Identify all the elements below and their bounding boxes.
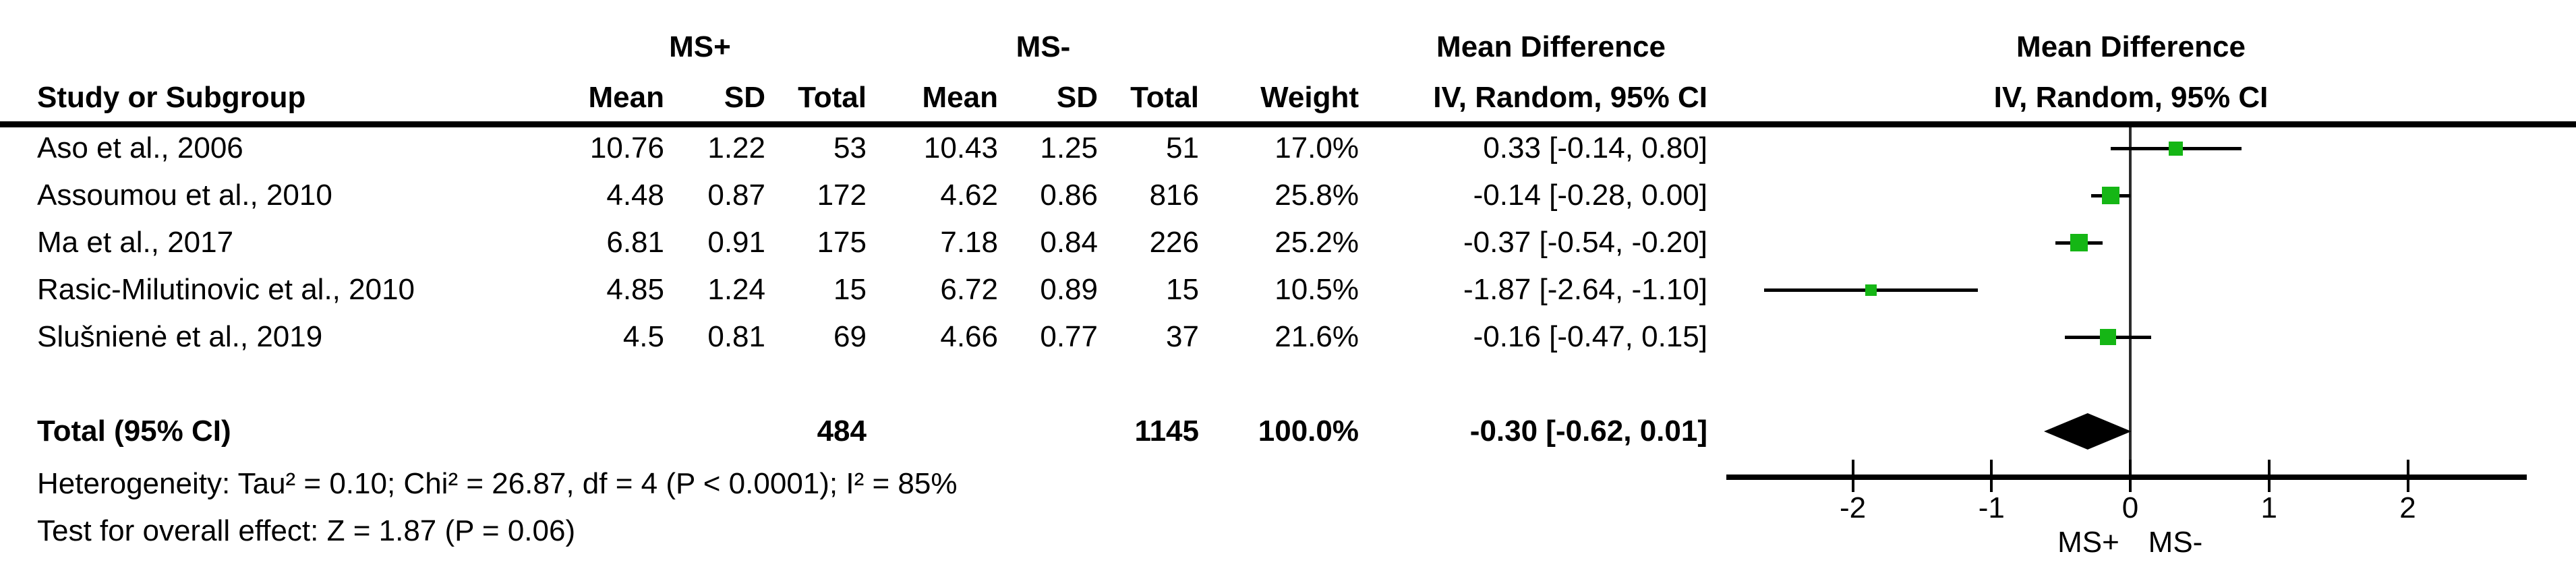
- study-row-weight: 25.8%: [1275, 179, 1359, 212]
- total-row-total1: 484: [817, 415, 867, 448]
- study-row-sd2: 0.84: [1040, 226, 1098, 259]
- effect-title: Mean Difference: [1436, 30, 1666, 63]
- study-row-sd1: 0.81: [707, 320, 765, 353]
- study-row-total2: 816: [1149, 179, 1199, 212]
- effect-square: [2102, 187, 2120, 204]
- axis-tick-label: 2: [2399, 491, 2416, 524]
- study-col-header: Study or Subgroup: [37, 81, 306, 114]
- study-row-mean2: 4.66: [940, 320, 998, 353]
- study-row-ci_text: 0.33 [-0.14, 0.80]: [1483, 131, 1707, 164]
- study-row-total1: 69: [833, 320, 867, 353]
- axis-tick: [2267, 460, 2271, 492]
- study-row-label: Aso et al., 2006: [37, 131, 243, 164]
- study-row-sd2: 0.77: [1040, 320, 1098, 353]
- study-row-weight: 17.0%: [1275, 131, 1359, 164]
- header-separator-line: [0, 121, 2576, 127]
- axis-tick-label: -1: [1978, 491, 2005, 524]
- axis-tick: [1990, 460, 1993, 492]
- total-row-total2: 1145: [1134, 415, 1199, 448]
- effect-square: [2070, 234, 2088, 251]
- study-row-ci_text: -0.16 [-0.47, 0.15]: [1473, 320, 1707, 353]
- study-row-mean1: 4.85: [606, 273, 664, 306]
- axis-tick-label: 0: [2121, 491, 2139, 524]
- study-row-sd1: 0.91: [707, 226, 765, 259]
- effect-square: [2169, 141, 2184, 156]
- total-row-ci_text: -0.30 [-0.62, 0.01]: [1469, 415, 1707, 448]
- plot-title: Mean Difference: [2016, 30, 2246, 63]
- study-row-total1: 172: [817, 179, 867, 212]
- study-row-label: Assoumou et al., 2010: [37, 179, 332, 212]
- study-row-total1: 175: [817, 226, 867, 259]
- study-row-total1: 15: [833, 273, 867, 306]
- study-row-label: Ma et al., 2017: [37, 226, 234, 259]
- study-row-sd2: 0.86: [1040, 179, 1098, 212]
- study-row-mean2: 10.43: [923, 131, 998, 164]
- mean1-col-header: Mean: [588, 81, 664, 114]
- sd2-col-header: SD: [1056, 81, 1098, 114]
- study-row-sd2: 0.89: [1040, 273, 1098, 306]
- study-row-total2: 37: [1166, 320, 1199, 353]
- study-row-total2: 51: [1166, 131, 1199, 164]
- mean2-col-header: Mean: [922, 81, 998, 114]
- total1-col-header: Total: [798, 81, 867, 114]
- sd1-col-header: SD: [724, 81, 765, 114]
- zero-reference-line: [2129, 127, 2132, 477]
- weight-col-header: Weight: [1260, 81, 1359, 114]
- axis-tick-label: 1: [2260, 491, 2277, 524]
- axis-tick-label: -2: [1839, 491, 1867, 524]
- total2-col-header: Total: [1130, 81, 1199, 114]
- study-row-ci_text: -1.87 [-2.64, -1.10]: [1463, 273, 1707, 306]
- study-row-mean2: 6.72: [940, 273, 998, 306]
- effect-square: [2100, 329, 2117, 345]
- plot-subtitle: IV, Random, 95% CI: [1993, 81, 2268, 114]
- study-row-sd2: 1.25: [1040, 131, 1098, 164]
- study-row-weight: 21.6%: [1275, 320, 1359, 353]
- study-row-mean1: 10.76: [589, 131, 664, 164]
- study-row-sd1: 1.22: [707, 131, 765, 164]
- axis-tick: [1851, 460, 1854, 492]
- effect-subtitle: IV, Random, 95% CI: [1433, 81, 1707, 114]
- study-row-ci_text: -0.37 [-0.54, -0.20]: [1463, 226, 1707, 259]
- study-row-mean2: 7.18: [940, 226, 998, 259]
- axis-right-group-label: MS-: [2148, 526, 2203, 559]
- study-row-mean2: 4.62: [940, 179, 998, 212]
- study-row-mean1: 4.5: [622, 320, 664, 353]
- group1-header: MS+: [669, 30, 731, 63]
- effect-square: [1865, 284, 1877, 296]
- group2-header: MS-: [1016, 30, 1071, 63]
- study-row-weight: 10.5%: [1275, 273, 1359, 306]
- study-row-total2: 226: [1149, 226, 1199, 259]
- heterogeneity-note: Heterogeneity: Tau² = 0.10; Chi² = 26.87…: [37, 467, 958, 500]
- overall-effect-note: Test for overall effect: Z = 1.87 (P = 0…: [37, 514, 576, 547]
- total-row-weight: 100.0%: [1258, 415, 1359, 448]
- study-row-weight: 25.2%: [1275, 226, 1359, 259]
- x-axis-line: [1726, 475, 2527, 480]
- study-row-mean1: 6.81: [606, 226, 664, 259]
- axis-left-group-label: MS+: [2057, 526, 2119, 559]
- study-row-sd1: 0.87: [707, 179, 765, 212]
- total-diamond: [2044, 413, 2132, 450]
- study-row-label: Slušnienė et al., 2019: [37, 320, 323, 353]
- axis-tick: [2129, 460, 2132, 492]
- study-row-total1: 53: [833, 131, 867, 164]
- axis-tick: [2406, 460, 2409, 492]
- study-row-mean1: 4.48: [606, 179, 664, 212]
- study-row-sd1: 1.24: [707, 273, 765, 306]
- study-row-label: Rasic-Milutinovic et al., 2010: [37, 273, 415, 306]
- study-row-total2: 15: [1166, 273, 1199, 306]
- study-row-ci_text: -0.14 [-0.28, 0.00]: [1473, 179, 1707, 212]
- total-row-label: Total (95% CI): [37, 415, 231, 448]
